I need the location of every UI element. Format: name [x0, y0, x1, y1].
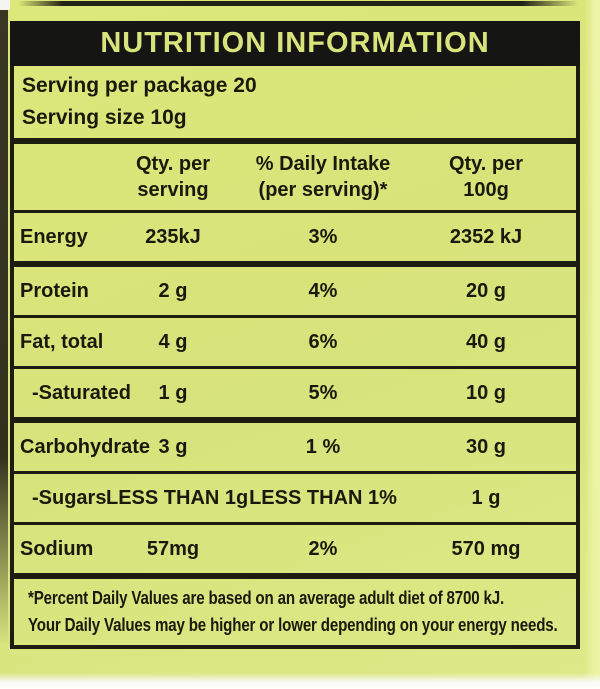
divider-thin [14, 366, 576, 369]
row-label: -Sugars [32, 486, 107, 509]
nutrition-table-box: Serving per package 20 Serving size 10g … [10, 66, 580, 649]
row-label: Protein [20, 279, 89, 302]
table-row-saturated: -Saturated 1 g 5% 10 g [14, 369, 576, 417]
divider-thin [14, 315, 576, 318]
divider-thin [14, 522, 576, 525]
row-qty-serving: LESS THAN 1g [106, 486, 249, 509]
row-daily-intake: LESS THAN 1% [249, 486, 397, 509]
row-qty-serving: 235kJ [145, 225, 201, 248]
table-row-protein: Protein 2 g 4% 20 g [14, 267, 576, 315]
package-top-edge-shadow [18, 1, 578, 6]
package-right-edge-highlight [584, 0, 600, 689]
divider-thin [14, 471, 576, 474]
nutrition-panel: NUTRITION INFORMATION Serving per packag… [10, 21, 580, 649]
row-qty-serving: 3 g [158, 435, 188, 458]
table-row-sodium: Sodium 57mg 2% 570 mg [14, 525, 576, 573]
row-qty-100g: 1 g [471, 486, 501, 509]
table-row-fat-total: Fat, total 4 g 6% 40 g [14, 318, 576, 366]
row-qty-serving: 4 g [158, 330, 188, 353]
header-qty-per-100g: Qty. per 100g [448, 153, 524, 201]
row-qty-100g: 30 g [465, 435, 507, 458]
divider-thick [14, 573, 576, 579]
row-qty-100g: 20 g [465, 279, 507, 302]
serving-info: Serving per package 20 Serving size 10g [14, 66, 576, 138]
divider-thin [14, 210, 576, 213]
table-header-row: Qty. per serving % Daily Intake (per ser… [14, 144, 576, 210]
package-corner-glare [0, 0, 10, 10]
row-qty-100g: 2352 kJ [449, 225, 523, 248]
serving-per-package: Serving per package 20 [22, 74, 257, 97]
footnote-line-2: Your Daily Values may be higher or lower… [28, 615, 558, 635]
row-daily-intake: 5% [308, 381, 338, 404]
footnote-line-1: *Percent Daily Values are based on an av… [28, 588, 505, 608]
row-daily-intake: 6% [308, 330, 338, 353]
row-daily-intake: 4% [308, 279, 338, 302]
row-label: Energy [20, 225, 88, 248]
row-qty-100g: 10 g [465, 381, 507, 404]
table-row-sugars: -Sugars LESS THAN 1g LESS THAN 1% 1 g [14, 474, 576, 522]
row-label: -Saturated [32, 381, 131, 404]
daily-values-footnote: *Percent Daily Values are based on an av… [14, 579, 576, 645]
serving-size: Serving size 10g [22, 106, 187, 129]
row-qty-100g: 40 g [465, 330, 507, 353]
table-row-carbohydrate: Carbohydrate 3 g 1 % 30 g [14, 423, 576, 471]
package-bottom-edge-highlight [0, 673, 600, 689]
row-qty-serving: 1 g [158, 381, 188, 404]
row-qty-100g: 570 mg [451, 537, 521, 560]
panel-title: NUTRITION INFORMATION [10, 21, 580, 66]
row-qty-serving: 2 g [158, 279, 188, 302]
divider-thick [14, 138, 576, 144]
package-left-edge-shadow [0, 6, 8, 646]
header-daily-intake: % Daily Intake (per serving)* [255, 153, 391, 201]
row-label: Carbohydrate [20, 435, 151, 458]
row-daily-intake: 1 % [305, 435, 341, 458]
row-daily-intake: 2% [308, 537, 338, 560]
row-label: Sodium [20, 537, 94, 560]
divider-thick [14, 261, 576, 267]
header-qty-per-serving: Qty. per serving [135, 153, 211, 201]
divider-thick [14, 417, 576, 423]
row-qty-serving: 57mg [146, 537, 200, 560]
table-row-energy: Energy 235kJ 3% 2352 kJ [14, 213, 576, 261]
row-label: Fat, total [20, 330, 104, 353]
row-daily-intake: 3% [308, 225, 338, 248]
